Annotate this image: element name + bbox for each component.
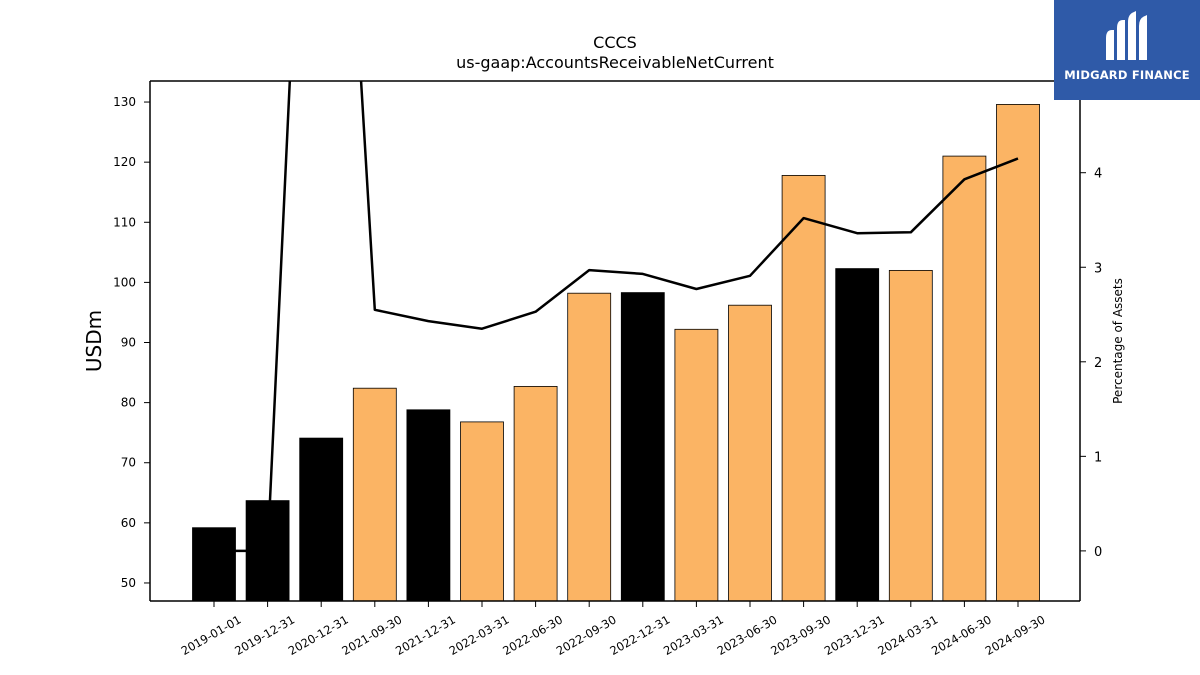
brand-mark-icon: [1106, 11, 1147, 60]
bar-2023-03-31: [674, 328, 719, 602]
bar-2022-03-31: [460, 421, 504, 602]
x-tick-label-2023-06-30: 2023-06-30: [715, 612, 780, 658]
y-tick-label-120: 120: [113, 155, 136, 169]
x-tick-label-2022-06-30: 2022-06-30: [500, 612, 565, 658]
bar-2024-03-31: [888, 269, 933, 602]
y-axis-label: USDm: [82, 310, 106, 372]
y-right-tick-label-3: 3: [1094, 261, 1102, 276]
bar-2022-06-30: [513, 385, 558, 602]
chart-subtitle: us-gaap:AccountsReceivableNetCurrent: [456, 53, 774, 72]
y-tick-label-130: 130: [113, 95, 136, 109]
bar-2021-12-31: [406, 409, 451, 602]
bar-2024-09-30: [996, 104, 1040, 602]
y-tick-label-100: 100: [113, 275, 136, 289]
bar-2022-09-30: [567, 292, 612, 602]
x-tick-label-2022-03-31: 2022-03-31: [447, 612, 512, 658]
y-right-tick-label-4: 4: [1094, 167, 1102, 182]
bar-2021-09-30: [352, 387, 397, 602]
bar-2024-06-30: [942, 155, 987, 602]
x-tick-label-2023-03-31: 2023-03-31: [661, 612, 726, 658]
chart-title: CCCS: [593, 33, 637, 52]
bar-2023-09-30: [781, 174, 826, 602]
y-tick-label-50: 50: [121, 576, 136, 590]
y-right-tick-label-0: 0: [1094, 545, 1102, 560]
bar-2023-06-30: [728, 304, 772, 602]
bar-2019-01-01: [192, 527, 236, 602]
x-tick-label-2023-09-30: 2023-09-30: [768, 612, 833, 658]
x-tick-label-2024-03-31: 2024-03-31: [875, 612, 940, 658]
x-tick-label-2023-12-31: 2023-12-31: [822, 612, 887, 658]
x-tick-label-2021-12-31: 2021-12-31: [393, 612, 458, 658]
y-tick-label-110: 110: [113, 215, 136, 229]
y-tick-label-80: 80: [121, 396, 136, 410]
bar-2023-12-31: [835, 268, 880, 602]
brand-logo: MIDGARD FINANCE: [1054, 0, 1200, 100]
x-tick-label-2019-12-31: 2019-12-31: [232, 612, 297, 658]
x-tick-label-2022-09-30: 2022-09-30: [554, 612, 619, 658]
y-right-tick-label-1: 1: [1094, 450, 1102, 465]
line-group: [214, 81, 1019, 553]
line-percentage-of-assets: [214, 81, 1019, 553]
bar-2022-12-31: [620, 292, 665, 602]
x-tick-label-2021-09-30: 2021-09-30: [339, 612, 404, 658]
y-tick-label-90: 90: [121, 336, 136, 350]
bars-group: [192, 104, 1040, 602]
y-axis-right-label: Percentage of Assets: [1111, 278, 1125, 404]
x-tick-label-2024-06-30: 2024-06-30: [929, 612, 994, 658]
bar-2020-12-31: [299, 437, 344, 602]
y-right-tick-label-2: 2: [1094, 356, 1102, 371]
y-tick-label-70: 70: [121, 456, 136, 470]
brand-logo-text: MIDGARD FINANCE: [1064, 68, 1190, 82]
x-tick-label-2024-09-30: 2024-09-30: [983, 612, 1048, 658]
x-tick-label-2019-01-01: 2019-01-01: [179, 612, 244, 658]
x-tick-label-2020-12-31: 2020-12-31: [286, 612, 351, 658]
x-tick-label-2022-12-31: 2022-12-31: [607, 612, 672, 658]
y-tick-label-60: 60: [121, 516, 136, 530]
